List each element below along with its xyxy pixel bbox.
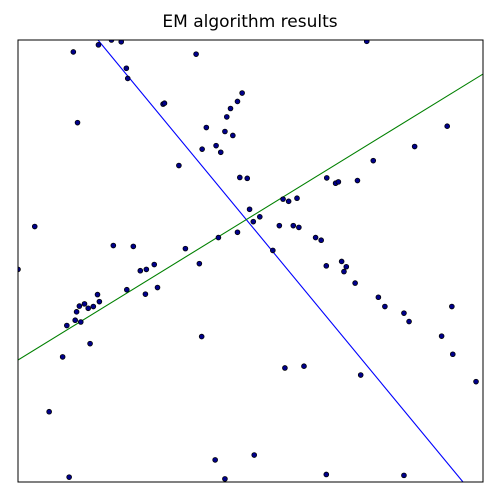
data-point	[124, 75, 131, 82]
data-point	[118, 40, 125, 45]
data-point	[473, 378, 479, 385]
data-point	[182, 245, 189, 252]
data-point	[338, 258, 345, 265]
fit-line-2	[18, 73, 483, 361]
data-point	[401, 310, 407, 316]
data-point	[217, 149, 224, 156]
data-point	[213, 142, 219, 149]
data-point	[411, 143, 418, 150]
data-point	[444, 123, 450, 129]
data-point	[215, 234, 222, 241]
data-point	[294, 195, 300, 202]
data-point	[222, 128, 228, 135]
data-point	[151, 261, 158, 268]
fit-line-1	[97, 40, 464, 482]
data-point	[363, 40, 370, 45]
data-point	[234, 229, 241, 236]
data-point	[335, 179, 342, 185]
data-point	[239, 90, 245, 96]
data-point	[438, 333, 445, 339]
data-point	[94, 291, 101, 298]
data-point	[256, 214, 263, 220]
data-point	[343, 263, 350, 270]
data-point	[142, 291, 149, 297]
data-point	[290, 222, 297, 229]
plot-frame	[17, 39, 484, 483]
data-point	[244, 175, 251, 182]
data-point	[70, 49, 77, 55]
data-point	[199, 146, 205, 152]
data-point	[95, 42, 102, 48]
data-point	[108, 40, 115, 43]
data-point	[401, 472, 407, 479]
data-point	[318, 237, 324, 244]
plot-area	[18, 40, 483, 482]
data-point	[59, 354, 66, 360]
data-point	[227, 105, 234, 112]
data-point	[406, 318, 412, 325]
data-point	[77, 319, 84, 325]
data-point	[76, 303, 83, 309]
data-point	[246, 206, 253, 213]
chart-title: EM algorithm results	[162, 12, 338, 32]
data-point	[234, 98, 241, 105]
data-point	[222, 476, 228, 482]
data-point	[370, 157, 377, 164]
data-point	[285, 198, 292, 205]
fit-lines	[18, 40, 483, 482]
data-point	[382, 303, 388, 310]
data-point	[74, 119, 81, 126]
data-point	[237, 174, 243, 181]
data-point	[312, 234, 319, 241]
data-point	[449, 303, 455, 310]
data-point	[87, 340, 93, 347]
data-points	[18, 40, 479, 482]
data-point	[143, 266, 150, 273]
data-point	[301, 363, 307, 369]
data-point	[161, 100, 168, 107]
data-point	[196, 260, 203, 267]
data-point	[193, 51, 199, 57]
data-point	[137, 267, 144, 274]
data-point	[176, 162, 182, 169]
data-point	[85, 305, 92, 312]
data-point	[270, 247, 276, 254]
data-point	[296, 224, 302, 231]
data-point	[352, 280, 358, 286]
data-point	[154, 284, 161, 291]
data-point	[124, 286, 130, 293]
data-point	[354, 177, 361, 184]
data-point	[323, 263, 330, 269]
data-point	[250, 218, 257, 225]
data-point	[341, 268, 347, 275]
data-point	[203, 124, 210, 131]
data-point	[223, 114, 230, 120]
data-point	[230, 132, 236, 139]
data-point	[276, 222, 283, 229]
data-point	[282, 365, 288, 371]
data-point	[323, 471, 330, 478]
data-point	[449, 351, 456, 358]
data-point	[375, 294, 382, 301]
data-point	[198, 333, 205, 340]
data-point	[323, 175, 330, 181]
data-point	[96, 298, 103, 305]
data-point	[72, 317, 78, 324]
data-point	[46, 408, 52, 415]
data-point	[130, 243, 137, 250]
data-point	[251, 452, 258, 458]
data-point	[81, 301, 88, 307]
data-point	[110, 242, 117, 249]
data-point	[357, 372, 364, 378]
data-point	[280, 196, 286, 202]
data-point	[31, 223, 38, 230]
data-point	[123, 65, 130, 72]
data-point	[212, 457, 218, 463]
data-point	[90, 303, 97, 310]
data-point	[73, 309, 80, 315]
data-point	[64, 322, 70, 329]
data-point	[66, 474, 72, 480]
